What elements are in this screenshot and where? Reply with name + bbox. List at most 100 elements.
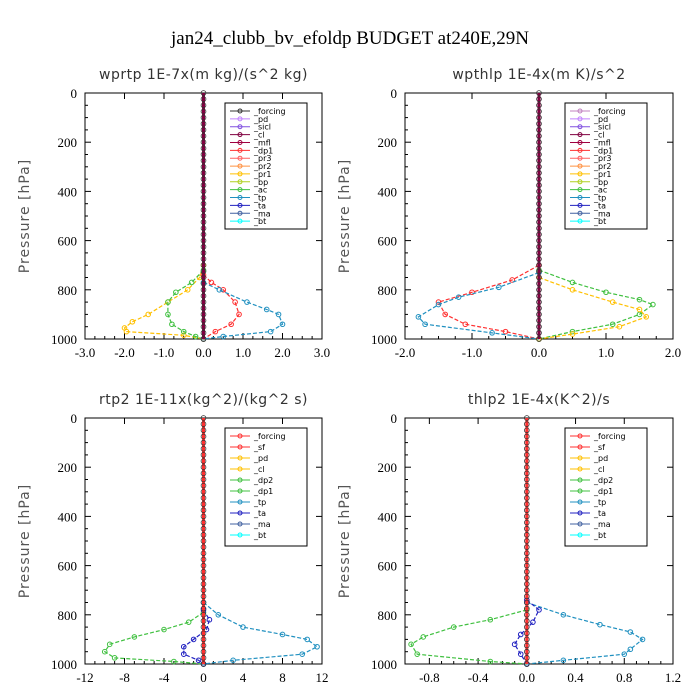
legend-label: _tp (593, 194, 606, 203)
near-zero-marker (200, 250, 207, 256)
near-zero-marker (524, 648, 530, 655)
series-marker (627, 646, 634, 653)
y-tick-label: 0 (391, 86, 398, 101)
near-zero-marker (536, 90, 542, 96)
legend-marker (237, 510, 243, 516)
near-zero-marker (200, 102, 207, 109)
near-zero-marker (200, 415, 207, 421)
near-zero-marker (524, 550, 530, 557)
series-marker (111, 655, 118, 661)
near-zero-marker (524, 556, 530, 563)
near-zero-marker (536, 225, 542, 232)
near-zero-marker (524, 599, 530, 606)
legend-label: _ma (253, 209, 271, 218)
y-tick-label: 0 (71, 411, 78, 426)
series-marker (232, 299, 238, 305)
legend-box (224, 102, 308, 230)
legend-label: _ac (593, 186, 607, 195)
legend-label: _tp (593, 498, 606, 507)
legend-marker (577, 171, 583, 177)
x-tick-label: 2.0 (274, 345, 290, 360)
legend-marker (577, 488, 583, 494)
near-zero-marker (200, 96, 207, 102)
series-marker (560, 657, 567, 664)
legend-marker (237, 433, 243, 439)
near-zero-marker (536, 293, 542, 299)
near-zero-marker (536, 237, 542, 244)
series-marker (267, 328, 274, 335)
series-line (526, 601, 644, 665)
legend-marker (237, 218, 243, 224)
series-marker (169, 321, 175, 328)
near-zero-marker (200, 323, 207, 330)
near-zero-marker (200, 538, 207, 544)
legend-label: _sf (253, 443, 265, 452)
series-marker (414, 651, 420, 657)
near-zero-marker (200, 317, 207, 324)
legend-label: _forcing (593, 432, 626, 441)
series-line (513, 599, 540, 665)
near-zero-marker (200, 188, 207, 195)
near-zero-marker (536, 194, 542, 201)
legend-label: _cl (593, 131, 605, 140)
x-tick-label: 0.0 (531, 345, 547, 360)
near-zero-marker (200, 568, 207, 575)
series-marker (236, 311, 242, 318)
near-zero-marker (524, 433, 530, 440)
series-marker (314, 643, 320, 650)
legend-marker (577, 139, 583, 145)
legend-marker (577, 195, 583, 201)
near-zero-marker (200, 433, 207, 440)
legend-label: _dp1 (253, 487, 273, 496)
near-zero-marker (524, 439, 530, 446)
near-zero-marker (200, 139, 207, 146)
near-zero-marker (200, 213, 207, 219)
legend-label: _dp2 (253, 476, 273, 485)
legend-marker (237, 477, 243, 483)
series-marker (442, 311, 449, 318)
y-axis-label: Pressure [hPa] (337, 159, 353, 273)
near-zero-marker (524, 581, 530, 587)
near-zero-marker (200, 495, 207, 501)
y-tick-label: 400 (378, 509, 398, 524)
legend-marker (237, 147, 243, 153)
near-zero-marker (200, 164, 207, 170)
series-marker (230, 657, 236, 664)
legend-label: _forcing (593, 107, 626, 116)
legend-label: _ta (253, 201, 266, 210)
legend-marker (237, 171, 243, 177)
series-marker (129, 318, 136, 325)
near-zero-marker (536, 151, 542, 158)
series-line (123, 265, 205, 340)
near-zero-marker (524, 568, 530, 575)
series-line (437, 264, 540, 340)
near-zero-marker (200, 488, 207, 495)
near-zero-marker (524, 642, 530, 649)
figure-title: jan24_clubb_bv_efoldp BUDGET at240E,29N (170, 28, 529, 49)
legend-label: _tp (253, 194, 266, 203)
series-marker (422, 321, 428, 328)
series-marker (487, 616, 494, 623)
y-tick-label: 400 (58, 509, 78, 524)
y-axis-label: Pressure [hPa] (17, 159, 33, 273)
series-marker (228, 321, 234, 328)
legend-marker (237, 202, 243, 208)
panel-title: wprtp 1E-7x(m kg)/(s^2 kg) (99, 67, 308, 83)
near-zero-marker (524, 427, 530, 434)
y-tick-label: 0 (71, 86, 78, 101)
x-tick-label: -12 (76, 670, 93, 685)
near-zero-marker (200, 237, 207, 244)
near-zero-marker (200, 243, 207, 250)
near-zero-marker (536, 96, 542, 102)
near-zero-marker (524, 507, 530, 514)
panel-title: rtp2 1E-11x(kg^2)/(kg^2 s) (99, 392, 308, 408)
series-marker (188, 279, 195, 286)
legend-label: _pr2 (593, 162, 611, 171)
series-line (203, 602, 319, 665)
near-zero-marker (200, 599, 207, 606)
near-zero-marker (536, 145, 542, 152)
legend-label: _tp (253, 498, 266, 507)
near-zero-marker (200, 618, 207, 624)
near-zero-marker (536, 250, 542, 256)
legend-label: _forcing (253, 107, 286, 116)
